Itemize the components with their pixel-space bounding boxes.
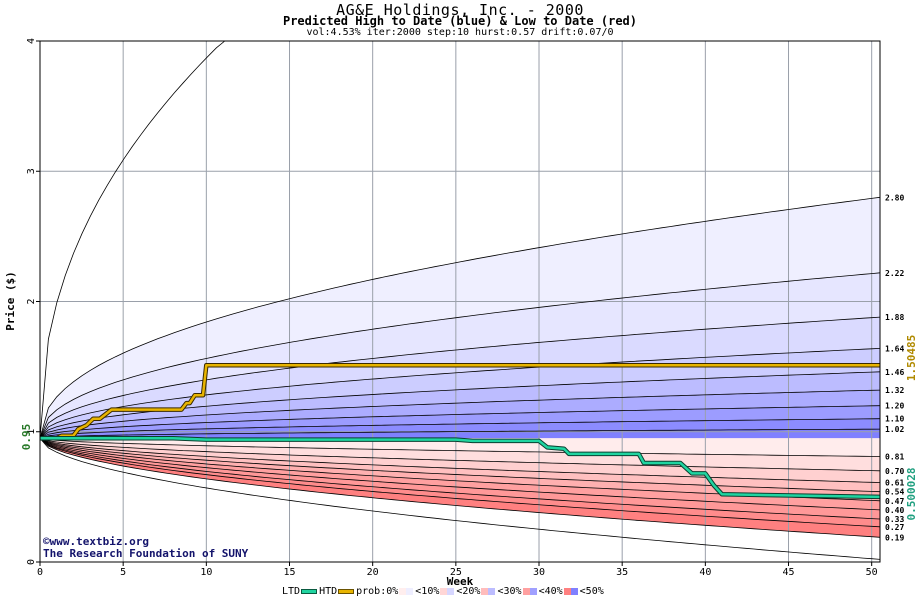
realized-paths [40, 363, 881, 500]
quantile-label: 1.32 [885, 386, 904, 395]
quantile-line [39, 348, 881, 439]
low-band-8 [40, 438, 880, 538]
quantile-label: 1.02 [885, 425, 904, 434]
legend-prob-label: prob:0% [356, 586, 399, 597]
legend-htd-swatch [338, 589, 355, 594]
quantile-line [39, 437, 881, 483]
legend-ltd-swatch [301, 589, 318, 594]
quantile-label: 1.20 [885, 402, 904, 411]
quantile-line [39, 316, 881, 439]
low-band-9 [40, 438, 880, 560]
high-band-4 [40, 371, 880, 439]
legend-htd-label: HTD [319, 586, 338, 597]
x-tick-label: 50 [866, 567, 878, 578]
quantile-line [39, 405, 881, 439]
website-credit: ©www.textbiz.org [43, 535, 149, 548]
high-band-5 [40, 348, 880, 439]
quantile-label: 0.61 [885, 479, 904, 488]
x-tick-label: 0 [37, 567, 43, 578]
high-band-7 [40, 272, 880, 439]
quantile-label: 0.40 [885, 506, 904, 515]
ltd-path [40, 437, 881, 499]
quantile-line [39, 438, 881, 538]
x-axis-label: Week [447, 575, 474, 588]
x-tick-label: 15 [283, 567, 295, 578]
quantile-line [39, 438, 881, 560]
quantile-label: 2.22 [885, 269, 904, 278]
quantile-label: 0.27 [885, 523, 904, 532]
legend-bin-0: <10% [415, 586, 440, 597]
y-tick-label: 0 [26, 559, 37, 565]
foundation-credit: The Research Foundation of SUNY [43, 547, 249, 560]
y-tick-label: 2 [26, 298, 37, 304]
quantile-label: 0.33 [885, 515, 904, 524]
legend: LTD HTD prob:0% <10% <20% <30% <40% <50% [282, 586, 604, 598]
y-tick-label: 1 [26, 429, 37, 435]
low-band-3 [40, 438, 880, 492]
legend-swatch-0 [399, 588, 414, 595]
chart-title: AG&E Holdings, Inc. - 2000 [336, 1, 584, 19]
quantile-line [39, 437, 881, 520]
high-band-6 [40, 317, 880, 439]
quantile-line [39, 437, 881, 472]
x-axis-ticks: 0 5 10 15 20 25 30 35 40 45 50 [37, 562, 878, 578]
x-tick-label: 20 [367, 567, 379, 578]
low-band-0 [40, 438, 880, 457]
x-tick-label: 5 [120, 567, 126, 578]
quantile-line [39, 389, 881, 439]
high-band-9 [40, 41, 880, 439]
x-tick-label: 45 [782, 567, 794, 578]
quantile-line [39, 196, 881, 439]
legend-swatch-2 [481, 588, 496, 595]
quantile-label: 0.47 [885, 497, 904, 506]
y-axis-ticks: 0 1 2 3 4 [26, 38, 40, 565]
low-band-2 [40, 438, 880, 483]
legend-swatch-1 [440, 588, 455, 595]
y-tick-label: 3 [26, 168, 37, 174]
low-band-7 [40, 438, 880, 527]
y-tick-label: 4 [26, 38, 37, 44]
low-band-6 [40, 438, 880, 519]
legend-bin-4: <50% [579, 586, 604, 597]
legend-bin-1: <20% [456, 586, 481, 597]
quantile-line [39, 437, 881, 457]
legend-bin-2: <30% [497, 586, 522, 597]
legend-swatch-4 [563, 588, 578, 595]
low-band-4 [40, 438, 880, 501]
quantile-label: 0.54 [885, 488, 904, 497]
x-tick-label: 25 [450, 567, 462, 578]
quantile-line [39, 437, 881, 493]
quantile-line [39, 272, 881, 439]
quantile-label: 1.88 [885, 313, 904, 322]
quantile-line [39, 418, 881, 439]
htd-final-label: 1.50485 [905, 335, 918, 381]
quantile-line [39, 437, 881, 511]
quantile-label: 0.19 [885, 533, 904, 542]
quantile-label: 1.64 [885, 344, 904, 353]
legend-ltd-label: LTD [282, 586, 301, 597]
ltd-final-label: 0.500028 [905, 468, 918, 521]
high-band-8 [40, 197, 880, 439]
quantile-label: 0.70 [885, 467, 904, 476]
quantile-label: 1.46 [885, 368, 904, 377]
quantile-labels: 1.021.10 1.20 1.32 1.46 1.64 1.88 2.22 2.80 0.19… [885, 193, 904, 542]
quantile-label: 1.10 [885, 415, 904, 424]
quantile-line [39, 428, 881, 439]
x-tick-label: 10 [200, 567, 212, 578]
quantile-line [39, 437, 881, 528]
high-band-2 [40, 405, 880, 439]
legend-bin-3: <40% [538, 586, 563, 597]
y-axis-label: Price ($) [4, 271, 17, 331]
htd-path [40, 364, 880, 440]
quantile-label: 0.81 [885, 453, 904, 462]
quantile-label: 2.80 [885, 193, 904, 202]
start-price-label: 0.95 [20, 424, 33, 451]
x-tick-label: 35 [616, 567, 628, 578]
chart-subtitle: Predicted High to Date (blue) & Low to D… [282, 14, 637, 28]
x-tick-label: 40 [699, 567, 711, 578]
x-tick-label: 30 [533, 567, 545, 578]
simulation-parameters: vol:4.53% iter:2000 step:10 hurst:0.57 d… [306, 27, 614, 38]
legend-swatch-3 [522, 588, 537, 595]
